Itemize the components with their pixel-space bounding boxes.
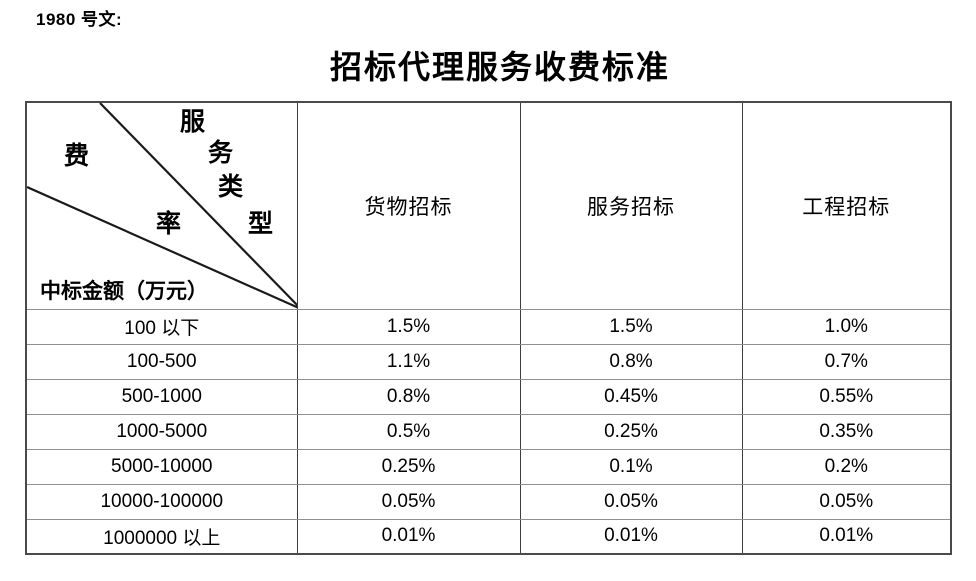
fee-table: 费 率 服 务 类 型 中标金额（万元） 货物招标 服务招标 工程招标 100 … (25, 101, 952, 555)
diagonal-lines (27, 103, 296, 308)
amount-cell: 100-500 (25, 343, 298, 380)
amount-cell: 1000-5000 (25, 413, 298, 450)
doc-number: 1980 号文: (36, 10, 123, 29)
goods-rate-cell: 1.5% (296, 308, 521, 345)
table-row: 10000-100000 0.05% 0.05% 0.05% (25, 483, 952, 520)
service-rate-cell: 0.01% (519, 518, 743, 555)
goods-rate-cell: 0.05% (296, 483, 521, 520)
corner-label-type-char: 型 (248, 211, 274, 238)
amount-cell: 100 以下 (25, 308, 298, 345)
corner-amount-label: 中标金额（万元） (40, 279, 208, 303)
service-rate-cell: 0.1% (519, 448, 743, 485)
goods-rate-cell: 0.8% (296, 378, 521, 415)
page-title: 招标代理服务收费标准 (329, 49, 670, 85)
engineering-rate-cell: 0.35% (741, 413, 952, 450)
goods-rate-cell: 0.01% (296, 518, 521, 555)
corner-label-type-char: 务 (208, 140, 234, 167)
engineering-rate-cell: 0.01% (741, 518, 952, 555)
table-row: 100-500 1.1% 0.8% 0.7% (25, 343, 952, 380)
service-rate-cell: 0.8% (519, 343, 743, 380)
corner-label-fee-char: 费 (64, 143, 90, 170)
column-header-service: 服务招标 (519, 101, 743, 310)
table-row: 5000-10000 0.25% 0.1% 0.2% (25, 448, 952, 485)
goods-rate-cell: 1.1% (296, 343, 521, 380)
amount-cell: 10000-100000 (25, 483, 298, 520)
corner-label-rate-char: 率 (156, 211, 182, 238)
service-rate-cell: 1.5% (519, 308, 743, 345)
service-rate-cell: 0.25% (519, 413, 743, 450)
table-header-row: 费 率 服 务 类 型 中标金额（万元） 货物招标 服务招标 工程招标 (25, 101, 952, 310)
table-row: 100 以下 1.5% 1.5% 1.0% (25, 308, 952, 345)
column-header-goods: 货物招标 (296, 101, 521, 310)
amount-cell: 500-1000 (25, 378, 298, 415)
corner-label-type-char: 类 (218, 174, 244, 201)
goods-rate-cell: 0.5% (296, 413, 521, 450)
engineering-rate-cell: 0.7% (741, 343, 952, 380)
service-rate-cell: 0.45% (519, 378, 743, 415)
corner-label-type-char: 服 (180, 109, 206, 136)
amount-cell: 1000000 以上 (25, 518, 298, 555)
engineering-rate-cell: 1.0% (741, 308, 952, 345)
diagonal-header-cell: 费 率 服 务 类 型 中标金额（万元） (25, 101, 298, 310)
goods-rate-cell: 0.25% (296, 448, 521, 485)
column-header-engineering: 工程招标 (741, 101, 952, 310)
engineering-rate-cell: 0.2% (741, 448, 952, 485)
table-row: 500-1000 0.8% 0.45% 0.55% (25, 378, 952, 415)
table-row: 1000-5000 0.5% 0.25% 0.35% (25, 413, 952, 450)
engineering-rate-cell: 0.05% (741, 483, 952, 520)
service-rate-cell: 0.05% (519, 483, 743, 520)
table-row: 1000000 以上 0.01% 0.01% 0.01% (25, 518, 952, 555)
engineering-rate-cell: 0.55% (741, 378, 952, 415)
amount-cell: 5000-10000 (25, 448, 298, 485)
